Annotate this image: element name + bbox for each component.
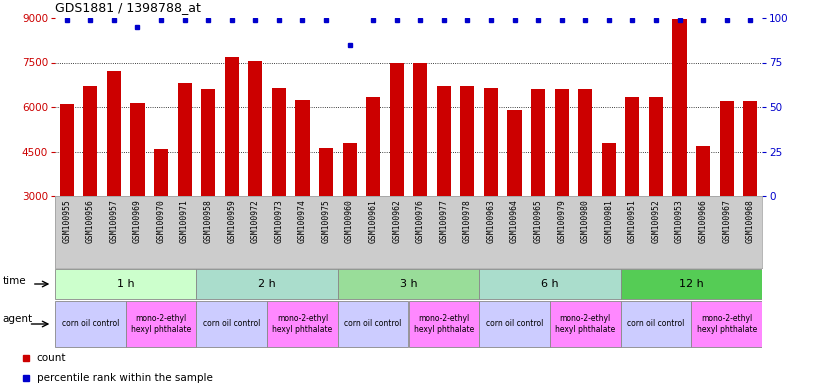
- Bar: [437, 86, 451, 196]
- Bar: [126, 301, 197, 347]
- Bar: [743, 101, 757, 196]
- Text: GSM100972: GSM100972: [251, 200, 259, 243]
- Bar: [248, 61, 263, 196]
- Text: GSM100961: GSM100961: [369, 200, 378, 243]
- Text: GSM100959: GSM100959: [227, 200, 237, 243]
- Text: GSM100978: GSM100978: [463, 200, 472, 243]
- Text: GSM100973: GSM100973: [274, 200, 283, 243]
- Bar: [178, 83, 192, 196]
- Bar: [272, 88, 286, 196]
- Bar: [343, 142, 357, 196]
- Bar: [409, 301, 479, 347]
- Bar: [154, 149, 168, 196]
- Bar: [366, 97, 380, 196]
- Bar: [550, 301, 621, 347]
- Text: GSM100979: GSM100979: [557, 200, 566, 243]
- Text: mono-2-ethyl
hexyl phthalate: mono-2-ethyl hexyl phthalate: [131, 314, 191, 334]
- Text: corn oil control: corn oil control: [344, 319, 401, 328]
- Bar: [107, 71, 121, 196]
- Bar: [479, 301, 550, 347]
- Text: GSM100966: GSM100966: [698, 200, 707, 243]
- Bar: [224, 56, 239, 196]
- Text: GSM100955: GSM100955: [62, 200, 71, 243]
- Bar: [60, 104, 74, 196]
- Text: GSM100976: GSM100976: [416, 200, 425, 243]
- Bar: [55, 269, 197, 300]
- Text: GSM100952: GSM100952: [651, 200, 660, 243]
- Bar: [691, 301, 762, 347]
- Text: 12 h: 12 h: [679, 279, 703, 289]
- Bar: [579, 89, 592, 196]
- Text: corn oil control: corn oil control: [62, 319, 119, 328]
- Text: mono-2-ethyl
hexyl phthalate: mono-2-ethyl hexyl phthalate: [555, 314, 615, 334]
- Bar: [508, 110, 521, 196]
- Text: GSM100974: GSM100974: [298, 200, 307, 243]
- Text: count: count: [37, 353, 66, 363]
- Bar: [672, 20, 686, 196]
- Text: GSM100962: GSM100962: [392, 200, 401, 243]
- Bar: [319, 148, 333, 196]
- Text: corn oil control: corn oil control: [203, 319, 260, 328]
- Text: 1 h: 1 h: [117, 279, 135, 289]
- Bar: [83, 86, 97, 196]
- Bar: [413, 63, 428, 196]
- Text: GSM100975: GSM100975: [322, 200, 330, 243]
- Text: GSM100963: GSM100963: [486, 200, 495, 243]
- Text: 3 h: 3 h: [400, 279, 417, 289]
- Bar: [625, 97, 640, 196]
- Text: GSM100958: GSM100958: [204, 200, 213, 243]
- Text: mono-2-ethyl
hexyl phthalate: mono-2-ethyl hexyl phthalate: [273, 314, 333, 334]
- Bar: [720, 101, 734, 196]
- Bar: [197, 301, 267, 347]
- Bar: [460, 86, 474, 196]
- Text: GSM100969: GSM100969: [133, 200, 142, 243]
- Text: GSM100956: GSM100956: [86, 200, 95, 243]
- Bar: [131, 103, 144, 196]
- Text: time: time: [2, 276, 26, 286]
- Text: corn oil control: corn oil control: [628, 319, 685, 328]
- Bar: [295, 99, 309, 196]
- Text: GSM100957: GSM100957: [109, 200, 118, 243]
- Text: corn oil control: corn oil control: [486, 319, 543, 328]
- Text: GSM100960: GSM100960: [345, 200, 354, 243]
- Bar: [390, 63, 404, 196]
- Bar: [197, 269, 338, 300]
- Bar: [696, 146, 710, 196]
- Text: GSM100968: GSM100968: [746, 200, 755, 243]
- Bar: [338, 301, 409, 347]
- Text: mono-2-ethyl
hexyl phthalate: mono-2-ethyl hexyl phthalate: [414, 314, 474, 334]
- Bar: [201, 89, 215, 196]
- Text: GSM100951: GSM100951: [628, 200, 636, 243]
- Bar: [601, 142, 616, 196]
- Text: percentile rank within the sample: percentile rank within the sample: [37, 372, 212, 382]
- Bar: [649, 97, 663, 196]
- Text: GSM100967: GSM100967: [722, 200, 731, 243]
- Bar: [621, 269, 762, 300]
- Bar: [484, 88, 498, 196]
- Text: GDS1881 / 1398788_at: GDS1881 / 1398788_at: [55, 1, 201, 14]
- Bar: [267, 301, 338, 347]
- Text: GSM100964: GSM100964: [510, 200, 519, 243]
- Text: GSM100977: GSM100977: [439, 200, 448, 243]
- Text: mono-2-ethyl
hexyl phthalate: mono-2-ethyl hexyl phthalate: [697, 314, 756, 334]
- Text: GSM100965: GSM100965: [534, 200, 543, 243]
- Bar: [338, 269, 479, 300]
- Text: 6 h: 6 h: [541, 279, 559, 289]
- Text: GSM100971: GSM100971: [180, 200, 189, 243]
- Text: GSM100980: GSM100980: [581, 200, 590, 243]
- Text: GSM100981: GSM100981: [605, 200, 614, 243]
- Bar: [479, 269, 621, 300]
- Text: agent: agent: [2, 314, 33, 324]
- Bar: [555, 89, 569, 196]
- Text: GSM100970: GSM100970: [157, 200, 166, 243]
- Bar: [621, 301, 691, 347]
- Text: GSM100953: GSM100953: [675, 200, 684, 243]
- Bar: [55, 301, 126, 347]
- Bar: [531, 89, 545, 196]
- Text: 2 h: 2 h: [258, 279, 276, 289]
